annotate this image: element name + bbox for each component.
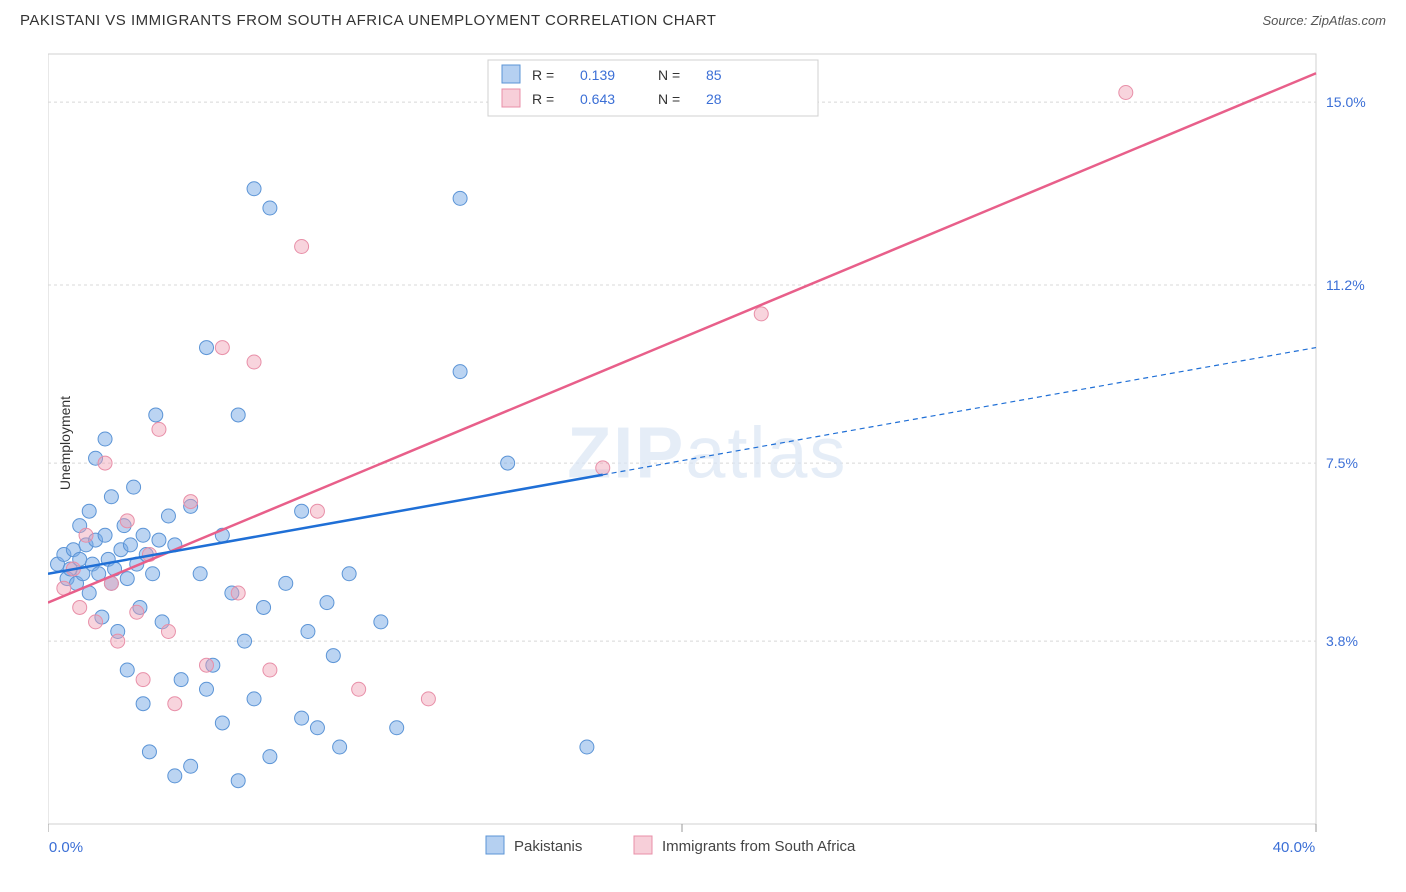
data-point — [142, 745, 156, 759]
data-point — [120, 514, 134, 528]
legend-n-value: 85 — [706, 67, 722, 83]
data-point — [200, 682, 214, 696]
data-point — [193, 567, 207, 581]
data-point — [79, 528, 93, 542]
data-point — [295, 504, 309, 518]
legend-swatch — [502, 65, 520, 83]
data-point — [301, 625, 315, 639]
data-point — [238, 634, 252, 648]
data-point — [263, 663, 277, 677]
data-point — [98, 456, 112, 470]
data-point — [390, 721, 404, 735]
y-tick-label: 15.0% — [1326, 94, 1366, 110]
data-point — [149, 408, 163, 422]
legend-n-label: N = — [658, 91, 680, 107]
chart-header: PAKISTANI VS IMMIGRANTS FROM SOUTH AFRIC… — [0, 0, 1406, 37]
x-tick-label: 0.0% — [49, 839, 83, 856]
data-point — [89, 615, 103, 629]
data-point — [247, 182, 261, 196]
data-point — [257, 600, 271, 614]
data-point — [120, 572, 134, 586]
data-point — [168, 697, 182, 711]
data-point — [184, 759, 198, 773]
data-point — [215, 716, 229, 730]
y-tick-label: 7.5% — [1326, 455, 1358, 471]
data-point — [310, 721, 324, 735]
legend-r-value: 0.643 — [580, 91, 615, 107]
data-point — [247, 355, 261, 369]
data-point — [174, 673, 188, 687]
data-point — [161, 625, 175, 639]
chart-svg: 3.8% 7.5% 11.2% 15.0% ZIPatlas 0.0% 40.0% R = 0.… — [48, 48, 1378, 888]
data-point — [215, 341, 229, 355]
data-point — [168, 769, 182, 783]
data-point — [104, 490, 118, 504]
data-point — [120, 663, 134, 677]
data-point — [279, 576, 293, 590]
data-point — [231, 586, 245, 600]
y-axis-label: Unemployment — [57, 396, 73, 490]
data-point — [98, 432, 112, 446]
bottom-legend-label: Pakistanis — [514, 838, 582, 855]
data-point — [161, 509, 175, 523]
data-point — [580, 740, 594, 754]
data-point — [73, 600, 87, 614]
chart-title: PAKISTANI VS IMMIGRANTS FROM SOUTH AFRIC… — [20, 12, 716, 29]
data-point — [326, 649, 340, 663]
data-point — [152, 533, 166, 547]
data-point — [136, 528, 150, 542]
data-point — [111, 634, 125, 648]
data-point — [310, 504, 324, 518]
data-point — [82, 504, 96, 518]
regression-line-blue-dashed — [603, 348, 1316, 475]
data-point — [295, 711, 309, 725]
data-point — [130, 605, 144, 619]
data-point — [453, 365, 467, 379]
x-tick-label: 40.0% — [1273, 839, 1316, 856]
chart-container: Unemployment 3.8% 7.5% 11.2% 15.0% ZIPatlas 0… — [48, 48, 1378, 838]
data-point — [136, 697, 150, 711]
data-point — [98, 528, 112, 542]
bottom-legend-label: Immigrants from South Africa — [662, 838, 856, 855]
data-point — [374, 615, 388, 629]
y-tick-label: 3.8% — [1326, 633, 1358, 649]
data-point — [263, 750, 277, 764]
data-point — [352, 682, 366, 696]
data-point — [123, 538, 137, 552]
data-point — [320, 596, 334, 610]
data-point — [146, 567, 160, 581]
data-point — [596, 461, 610, 475]
data-point — [200, 341, 214, 355]
legend-n-value: 28 — [706, 91, 722, 107]
data-point — [342, 567, 356, 581]
data-point — [421, 692, 435, 706]
data-point — [295, 240, 309, 254]
legend-n-label: N = — [658, 67, 680, 83]
data-point — [501, 456, 515, 470]
y-tick-label: 11.2% — [1326, 277, 1365, 293]
data-point — [136, 673, 150, 687]
data-point — [263, 201, 277, 215]
data-point — [453, 191, 467, 205]
chart-source: Source: ZipAtlas.com — [1262, 13, 1386, 28]
data-point — [184, 495, 198, 509]
data-point — [754, 307, 768, 321]
data-point — [231, 408, 245, 422]
legend-r-label: R = — [532, 67, 554, 83]
data-point — [200, 658, 214, 672]
data-point — [231, 774, 245, 788]
regression-line-pink — [48, 73, 1316, 602]
legend-swatch — [502, 89, 520, 107]
data-point — [333, 740, 347, 754]
watermark: ZIPatlas — [567, 414, 847, 494]
legend-r-value: 0.139 — [580, 67, 615, 83]
data-point — [1119, 86, 1133, 100]
bottom-legend-swatch — [634, 836, 652, 854]
data-point — [247, 692, 261, 706]
data-point — [152, 422, 166, 436]
legend-r-label: R = — [532, 91, 554, 107]
bottom-legend-swatch — [486, 836, 504, 854]
data-point — [127, 480, 141, 494]
